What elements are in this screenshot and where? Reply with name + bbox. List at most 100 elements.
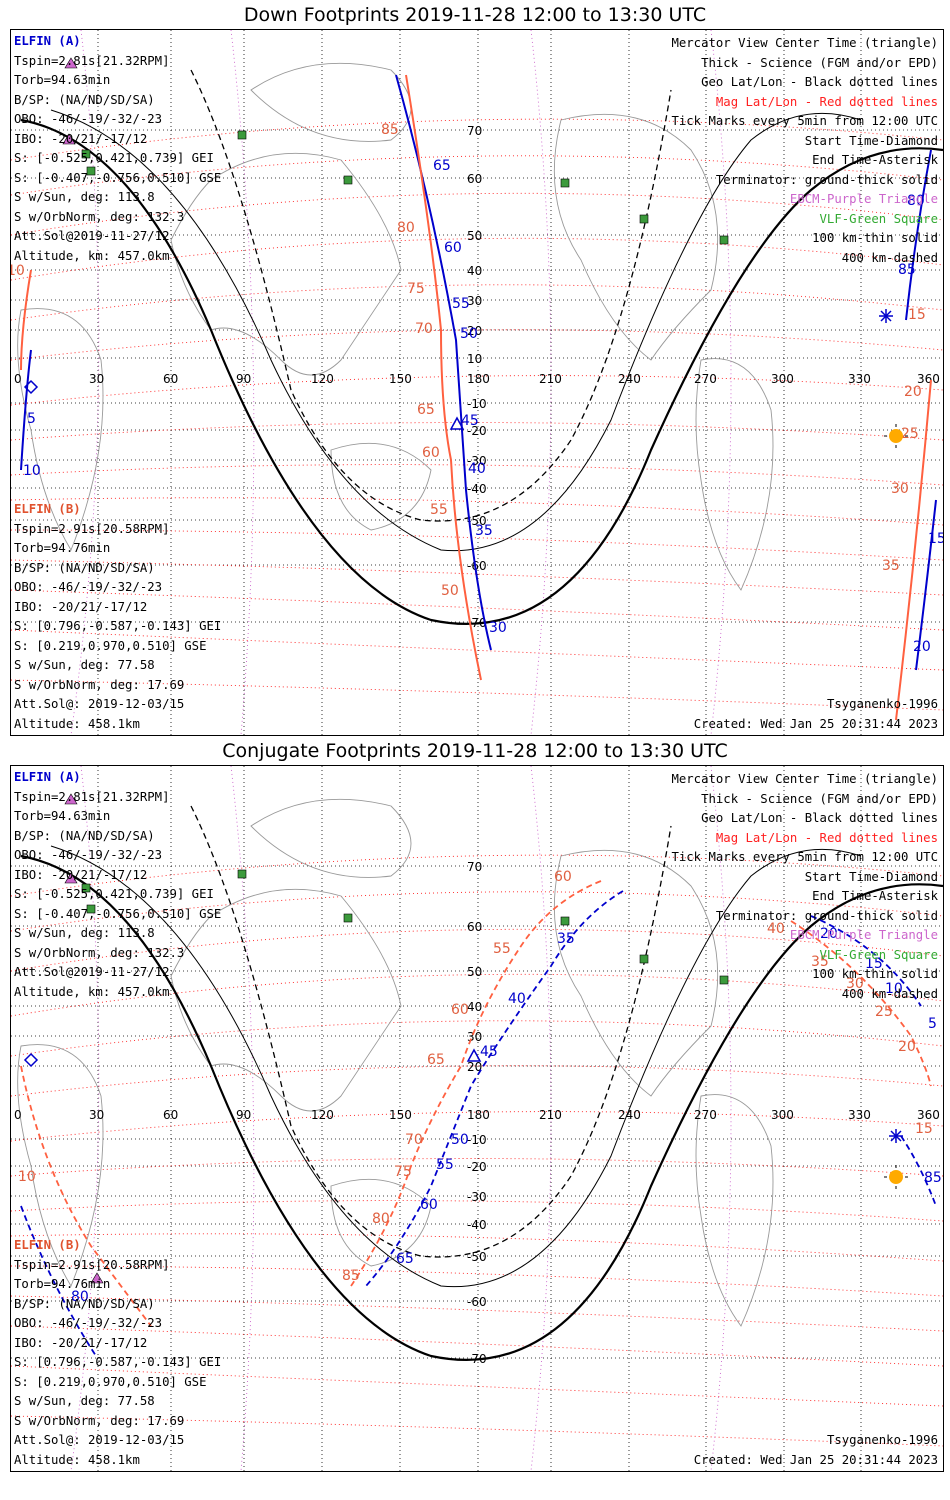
mag-label-a: 65 bbox=[396, 1251, 414, 1267]
info-line: Tspin=2.91s[20.58RPM] bbox=[14, 521, 170, 536]
mag-grid bbox=[11, 118, 943, 711]
mag-label-a: 15 bbox=[865, 956, 883, 972]
lon-label: 330 bbox=[848, 372, 871, 386]
lat-labels: 70 60 50 40 30 20 10 -10 -20 -30 -40 -50… bbox=[467, 124, 487, 630]
mag-label-a: 40 bbox=[468, 461, 486, 477]
elfin-a-conjugate-track bbox=[20, 890, 937, 1357]
map-legend: Mercator View Center Time (triangle) Thi… bbox=[671, 34, 938, 268]
mag-label-b: 80 bbox=[397, 220, 415, 236]
vlf-square bbox=[343, 175, 353, 185]
lat-label: 70 bbox=[467, 124, 482, 138]
lon-label: 60 bbox=[163, 372, 178, 386]
start-time-diamond bbox=[23, 1052, 39, 1068]
mag-label-b: 75 bbox=[394, 1164, 412, 1180]
ebcm-triangle bbox=[90, 1272, 104, 1284]
info-line: OBO: -46/-19/-32/-23 bbox=[14, 848, 163, 862]
lat-label: -50 bbox=[467, 1250, 487, 1264]
mag-label-a: 45 bbox=[461, 413, 479, 429]
mag-label-b: 25 bbox=[901, 426, 919, 442]
mag-label-b: 55 bbox=[493, 941, 511, 957]
map-legend: Mercator View Center Time (triangle) Thi… bbox=[671, 770, 938, 1004]
mag-label-a: 50 bbox=[451, 1132, 469, 1148]
elfin-b-info: ELFIN (B) Tspin=2.91s[20.58RPM] Torb=94.… bbox=[14, 1236, 221, 1470]
mag-label-b: 35 bbox=[882, 558, 900, 574]
info-line: Att.Sol@: 2019-12-03/15 bbox=[14, 697, 185, 711]
vlf-square bbox=[719, 235, 729, 245]
mag-label-b: 75 bbox=[407, 281, 425, 297]
panel-title-down: Down Footprints 2019-11-28 12:00 to 13:3… bbox=[243, 4, 707, 26]
vlf-square bbox=[81, 149, 91, 159]
info-line: Altitude, km: 457.0km bbox=[14, 248, 170, 263]
mag-label-a: 80 bbox=[907, 193, 925, 209]
info-line: S w/OrbNorm, deg: 17.69 bbox=[14, 677, 185, 692]
mag-longitude-lines bbox=[70, 30, 732, 735]
info-line: S: [-0.525,0.421,0.739] GEI bbox=[14, 887, 214, 901]
terminator-and-orbits bbox=[20, 805, 943, 1361]
info-line: OBO: -46/-19/-32/-23 bbox=[14, 1316, 163, 1330]
lat-label: 50 bbox=[467, 965, 482, 979]
info-line: Torb=94.76min bbox=[14, 541, 111, 555]
mag-label-a: 35 bbox=[475, 523, 493, 539]
lat-label: 10 bbox=[467, 352, 482, 366]
legend-item: 100 km-thin solid bbox=[812, 231, 938, 245]
mag-label-a: 55 bbox=[452, 296, 470, 312]
lat-label: -20 bbox=[467, 1160, 487, 1174]
mag-label-b: 25 bbox=[875, 1004, 893, 1020]
legend-item: Tick Marks every 5min from 12:00 UTC bbox=[671, 114, 938, 128]
info-line: S w/Sun, deg: 113.8 bbox=[14, 926, 155, 940]
lon-label: 300 bbox=[771, 1108, 794, 1122]
mag-label-b: 10 bbox=[11, 263, 25, 279]
mag-labels-a: 35 40 45 50 55 60 65 80 20 15 10 5 85 bbox=[71, 926, 942, 1305]
end-time-asterisk bbox=[879, 309, 893, 323]
legend-item: Tick Marks every 5min from 12:00 UTC bbox=[671, 850, 938, 864]
lon-label: 0 bbox=[14, 1108, 22, 1122]
mag-labels-a: 65 60 55 50 45 40 35 30 80 85 5 10 15 20 bbox=[23, 158, 943, 655]
info-line: S: [0.796,-0.587,-0.143] GEI bbox=[14, 619, 222, 633]
mag-label-a: 20 bbox=[913, 639, 931, 655]
lon-label: 180 bbox=[467, 372, 490, 386]
lat-label: 30 bbox=[467, 294, 482, 308]
mag-label-a: 10 bbox=[885, 981, 903, 997]
geo-grid bbox=[11, 30, 943, 735]
info-line: IBO: -20/21/-17/12 bbox=[14, 599, 148, 614]
mag-label-a: 40 bbox=[508, 991, 526, 1007]
center-time-triangle bbox=[449, 416, 465, 430]
lon-labels: 0 30 60 90 120 150 180 210 240 270 300 3… bbox=[14, 1108, 940, 1122]
mag-label-a: 20 bbox=[820, 926, 838, 942]
lon-label: 90 bbox=[236, 1108, 251, 1122]
lat-label: -60 bbox=[467, 559, 487, 573]
lat-label: -30 bbox=[467, 454, 487, 468]
lat-label: -10 bbox=[467, 1133, 487, 1147]
elfin-b-header: ELFIN (B) bbox=[14, 502, 81, 516]
info-line: S w/Sun, deg: 77.58 bbox=[14, 658, 155, 672]
legend-item: EBCM-Purple Triangle bbox=[789, 192, 938, 206]
lon-label: 270 bbox=[694, 1108, 717, 1122]
info-line: S w/Sun, deg: 77.58 bbox=[14, 1394, 155, 1408]
model-name: Tsyganenko-1996 bbox=[826, 697, 938, 711]
lat-label: 60 bbox=[467, 920, 482, 934]
continents bbox=[17, 62, 774, 591]
info-line: S: [0.796,-0.587,-0.143] GEI bbox=[14, 1355, 222, 1369]
legend-item: Mag Lat/Lon - Red dotted lines bbox=[715, 94, 938, 109]
mag-label-b: 55 bbox=[430, 502, 448, 518]
info-line: Att.Sol@: 2019-12-03/15 bbox=[14, 1433, 185, 1447]
map-footer: Tsyganenko-1996 Created: Wed Jan 25 20:3… bbox=[694, 1431, 938, 1470]
mag-label-b: 15 bbox=[915, 1121, 933, 1137]
lon-label: 330 bbox=[848, 1108, 871, 1122]
lon-labels: 0 30 60 90 120 150 180 210 240 270 300 3… bbox=[14, 372, 940, 386]
lat-label: 20 bbox=[467, 324, 482, 338]
mag-label-b: 20 bbox=[898, 1039, 916, 1055]
geo-grid bbox=[11, 766, 943, 1471]
info-line: B/SP: (NA/ND/SD/SA) bbox=[14, 560, 155, 575]
legend-item: Mag Lat/Lon - Red dotted lines bbox=[715, 830, 938, 845]
info-line: S: [-0.407,-0.756,0.510] GSE bbox=[14, 170, 222, 185]
legend-item: Geo Lat/Lon - Black dotted lines bbox=[701, 75, 938, 89]
created-timestamp: Created: Wed Jan 25 20:31:44 2023 bbox=[693, 1452, 938, 1467]
mag-label-a: 60 bbox=[420, 1197, 438, 1213]
info-line: S w/OrbNorm, deg: 132.3 bbox=[14, 209, 185, 224]
lon-label: 120 bbox=[311, 372, 334, 386]
lon-label: 210 bbox=[539, 1108, 562, 1122]
legend-item: VLF-Green Square bbox=[819, 947, 938, 962]
lat-label: -40 bbox=[467, 1218, 487, 1232]
mag-label-a: 35 bbox=[557, 931, 575, 947]
